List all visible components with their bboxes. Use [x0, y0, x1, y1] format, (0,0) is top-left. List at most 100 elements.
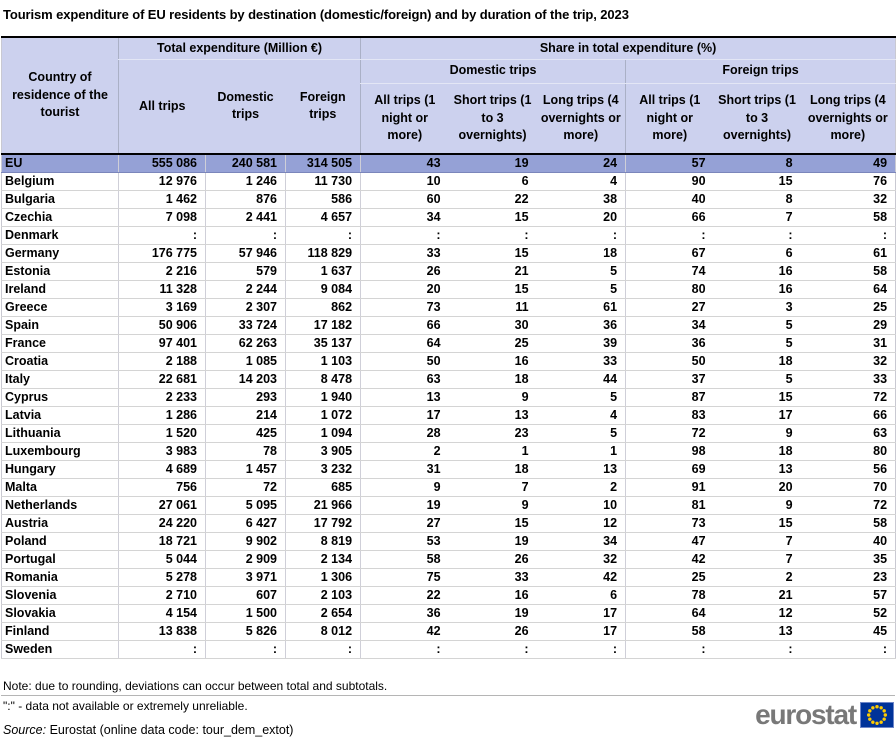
- country-cell: Spain: [1, 316, 119, 335]
- value-cell: 17: [536, 604, 626, 623]
- data-table: Country of residence of the tourist Tota…: [1, 36, 896, 659]
- value-cell: :: [118, 640, 206, 659]
- value-cell: 5: [536, 388, 626, 407]
- table-row: EU 555 086 240 581 314 505 43 19 24 57 8 49: [1, 154, 896, 173]
- value-cell: 21: [713, 586, 801, 605]
- col-header-dom-short: Short trips (1 to 3 overnights): [448, 83, 537, 154]
- value-cell: 91: [625, 478, 714, 497]
- subgroup-header-foreign: Foreign trips: [625, 59, 896, 84]
- value-cell: 57: [625, 154, 714, 173]
- value-cell: 36: [360, 604, 449, 623]
- value-cell: 33: [800, 370, 896, 389]
- value-cell: 35: [800, 550, 896, 569]
- value-cell: 293: [205, 388, 286, 407]
- value-cell: 34: [360, 208, 449, 227]
- country-cell: Bulgaria: [1, 190, 119, 209]
- value-cell: 33 724: [205, 316, 286, 335]
- value-cell: 6 427: [205, 514, 286, 533]
- value-cell: 7: [713, 208, 801, 227]
- value-cell: :: [284, 226, 361, 245]
- value-cell: 22: [448, 190, 537, 209]
- value-cell: 19: [448, 532, 537, 551]
- value-cell: 66: [625, 208, 714, 227]
- value-cell: 586: [284, 190, 361, 209]
- value-cell: 31: [360, 460, 449, 479]
- value-cell: 20: [713, 478, 801, 497]
- value-cell: 25: [800, 298, 896, 317]
- value-cell: 5 095: [205, 496, 286, 515]
- value-cell: 7 098: [118, 208, 206, 227]
- value-cell: 214: [205, 406, 286, 425]
- value-cell: 5 278: [118, 568, 206, 587]
- value-cell: 72: [625, 424, 714, 443]
- table-row: Slovakia 4 154 1 500 2 654 36 19 17 64 12 52: [1, 604, 896, 623]
- value-cell: 8: [713, 154, 801, 173]
- value-cell: 5 826: [205, 622, 286, 641]
- value-cell: 80: [625, 280, 714, 299]
- value-cell: 314 505: [284, 154, 361, 173]
- value-cell: 20: [536, 208, 626, 227]
- value-cell: 70: [800, 478, 896, 497]
- country-cell: Cyprus: [1, 388, 119, 407]
- value-cell: 876: [205, 190, 286, 209]
- col-header-exp-all-trips: All trips: [118, 59, 206, 154]
- col-header-for-all: All trips (1 night or more): [625, 83, 714, 154]
- value-cell: 44: [536, 370, 626, 389]
- value-cell: :: [360, 640, 449, 659]
- value-cell: 607: [205, 586, 286, 605]
- value-cell: 32: [800, 190, 896, 209]
- value-cell: 73: [360, 298, 449, 317]
- value-cell: 62 263: [205, 334, 286, 353]
- table-row: Cyprus 2 233 293 1 940 13 9 5 87 15 72: [1, 388, 896, 407]
- value-cell: 56: [800, 460, 896, 479]
- value-cell: 90: [625, 172, 714, 191]
- value-cell: 33: [448, 568, 537, 587]
- table-row: Spain 50 906 33 724 17 182 66 30 36 34 5 29: [1, 316, 896, 335]
- value-cell: 16: [448, 352, 537, 371]
- value-cell: 4 657: [284, 208, 361, 227]
- value-cell: 27 061: [118, 496, 206, 515]
- value-cell: 3 232: [284, 460, 361, 479]
- value-cell: 52: [800, 604, 896, 623]
- table-row: Germany 176 775 57 946 118 829 33 15 18 67 6 61: [1, 244, 896, 263]
- value-cell: 78: [625, 586, 714, 605]
- value-cell: 36: [625, 334, 714, 353]
- value-cell: 69: [625, 460, 714, 479]
- eurostat-logo: eurostat: [755, 701, 894, 729]
- value-cell: 8 478: [284, 370, 361, 389]
- value-cell: 16: [713, 262, 801, 281]
- table-row: Bulgaria 1 462 876 586 60 22 38 40 8 32: [1, 190, 896, 209]
- value-cell: 4: [536, 406, 626, 425]
- value-cell: 6: [448, 172, 537, 191]
- value-cell: 9: [448, 496, 537, 515]
- table-row: Croatia 2 188 1 085 1 103 50 16 33 50 18 32: [1, 352, 896, 371]
- value-cell: 1 085: [205, 352, 286, 371]
- value-cell: 15: [448, 244, 537, 263]
- table-row: Greece 3 169 2 307 862 73 11 61 27 3 25: [1, 298, 896, 317]
- table-row: Lithuania 1 520 425 1 094 28 23 5 72 9 63: [1, 424, 896, 443]
- value-cell: 13: [713, 622, 801, 641]
- value-cell: 28: [360, 424, 449, 443]
- value-cell: 18: [448, 460, 537, 479]
- value-cell: 9: [448, 388, 537, 407]
- value-cell: 49: [800, 154, 896, 173]
- value-cell: 72: [205, 478, 286, 497]
- table-row: Romania 5 278 3 971 1 306 75 33 42 25 2 23: [1, 568, 896, 587]
- col-header-for-short: Short trips (1 to 3 overnights): [713, 83, 801, 154]
- eurostat-logo-text: eurostat: [755, 699, 857, 730]
- value-cell: 2 103: [284, 586, 361, 605]
- country-cell: Slovenia: [1, 586, 119, 605]
- value-cell: 1 094: [284, 424, 361, 443]
- value-cell: 9 902: [205, 532, 286, 551]
- value-cell: 6: [713, 244, 801, 263]
- value-cell: 5: [536, 424, 626, 443]
- value-cell: 1 072: [284, 406, 361, 425]
- value-cell: :: [205, 226, 286, 245]
- table-row: Austria 24 220 6 427 17 792 27 15 12 73 15 58: [1, 514, 896, 533]
- value-cell: 1 940: [284, 388, 361, 407]
- value-cell: 13: [360, 388, 449, 407]
- table-row: Netherlands 27 061 5 095 21 966 19 9 10 81 9 72: [1, 496, 896, 515]
- value-cell: 12 976: [118, 172, 206, 191]
- value-cell: 10: [360, 172, 449, 191]
- value-cell: :: [800, 640, 896, 659]
